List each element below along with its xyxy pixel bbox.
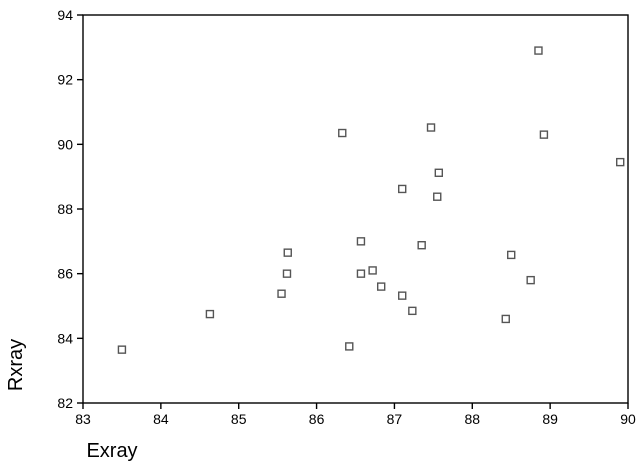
scatter-point [526,275,535,285]
scatter-point [282,269,292,278]
scatter-point [408,306,417,316]
scatter-point [426,123,436,132]
x-tick-label: 88 [464,411,480,427]
scatter-point [368,266,377,275]
x-tick-label: 83 [75,411,91,427]
data-points [117,46,625,354]
scatter-point [433,192,442,201]
y-axis-tick-labels: 82 84 86 88 90 92 94 [57,7,73,411]
y-tick-label: 84 [57,330,73,346]
scatter-point [398,184,407,194]
y-tick-label: 92 [57,72,73,88]
scatter-point [616,157,625,167]
scatter-point [434,168,444,177]
scatter-point [283,248,292,257]
y-axis-title: Rxray [5,339,27,391]
plot-frame [82,14,629,404]
x-tick-label: 89 [542,411,558,427]
scatter-point [539,130,549,139]
scatter-point [507,250,516,260]
y-tick-label: 86 [57,266,73,282]
scatter-point [356,269,366,278]
scatter-point [277,289,286,298]
x-tick-label: 84 [153,411,169,427]
scatter-point [376,282,386,291]
x-axis-title: Exray [86,440,137,462]
scatter-point [338,128,347,138]
x-tick-label: 85 [231,411,247,427]
x-tick-label: 87 [387,411,403,427]
x-tick-label: 86 [309,411,325,427]
y-tick-label: 90 [57,136,73,152]
scatter-point [398,291,407,300]
x-tick-label: 90 [620,411,636,427]
scatter-point [417,241,426,250]
scatter-point [205,309,215,319]
scatter-point [356,237,366,246]
y-tick-label: 82 [57,395,73,411]
x-axis-tick-labels: 83 84 85 86 87 88 89 90 [75,411,636,427]
y-tick-label: 88 [57,201,73,217]
y-tick-label: 94 [57,7,73,23]
scatter-point [345,342,354,351]
scatter-point [501,314,510,324]
axis-ticks [77,14,629,409]
scatter-point [534,46,543,55]
scatter-point [117,345,127,354]
